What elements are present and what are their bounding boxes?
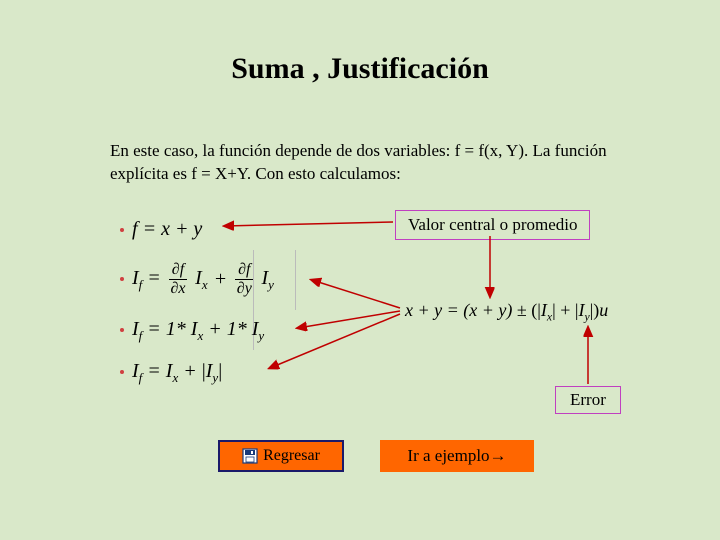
equation-4: If = Ix + |Iy| [120,360,222,386]
save-icon [242,448,258,464]
equation-3: If = 1* Ix + 1* Iy [120,318,264,344]
intro-paragraph: En este caso, la función depende de dos … [110,140,620,186]
equation-result: x + y = (x + y) ± (|Ix| + |Iy|)u [405,300,608,324]
page-title: Suma , Justificación [0,52,720,86]
ir-ejemplo-button[interactable]: Ir a ejemplo→ [380,440,534,472]
ir-ejemplo-label: Ir a ejemplo→ [407,446,506,466]
label-valor-central: Valor central o promedio [395,210,590,240]
equation-1: f = x + y [120,218,202,241]
equation-2: If = ∂f∂x Ix + ∂f∂y Iy [120,262,274,297]
regresar-button[interactable]: Regresar [218,440,344,472]
label-error: Error [555,386,621,414]
regresar-label: Regresar [263,447,320,465]
divider [295,250,296,310]
